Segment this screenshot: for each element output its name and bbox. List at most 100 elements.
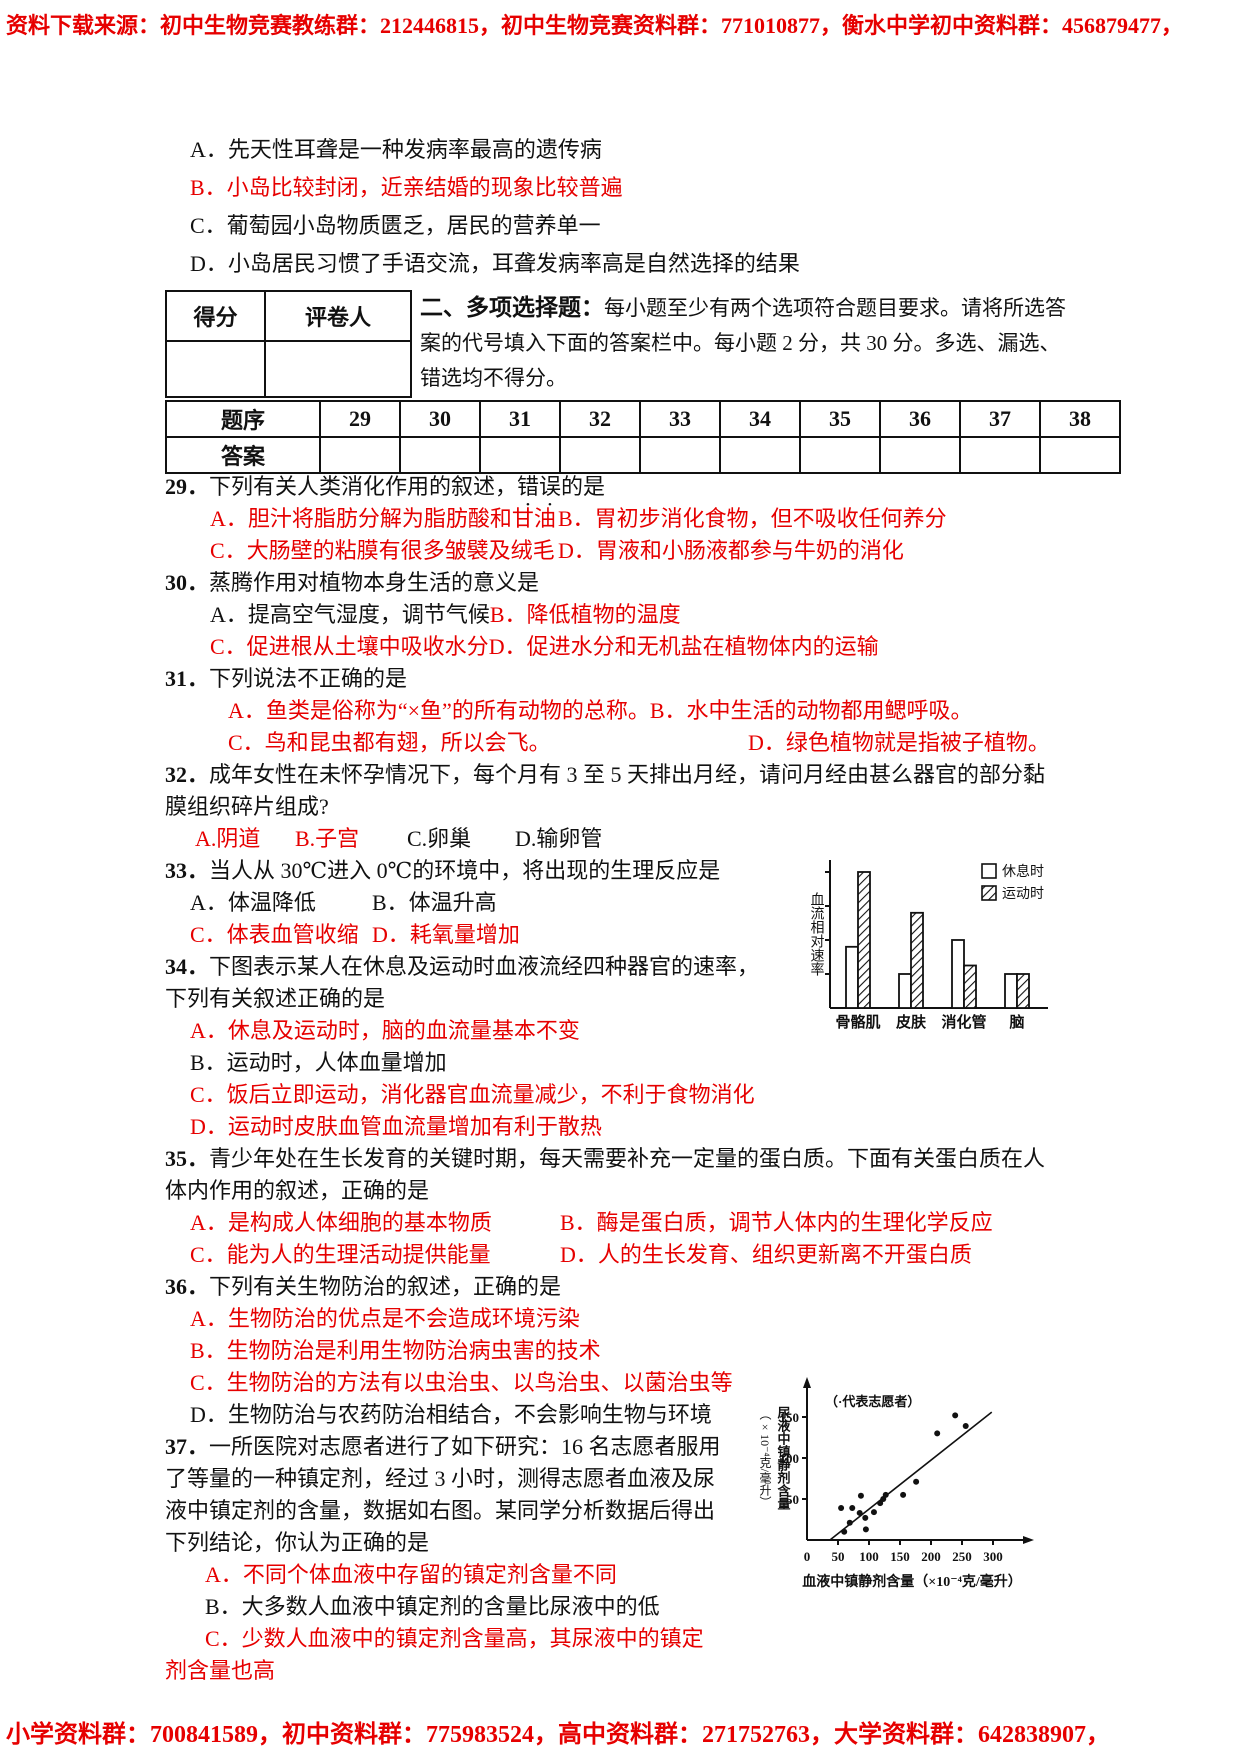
qnum-30: 30 [399,400,481,438]
q36-option-b: B．生物防治是利用生物防治病虫害的技术 [190,1338,601,1363]
q37-number: 37． [165,1434,210,1459]
bar-exercise [963,964,977,1009]
answer-cell[interactable] [959,436,1041,474]
q34-stem-line1: 34．下图表示某人在休息及运动时血液流经四种器官的速率， [165,953,759,981]
q30-option-a: A．提高空气湿度，调节气候 [210,602,490,627]
answer-cell[interactable] [719,436,801,474]
q33-options-cd: C．体表血管收缩 D．耗氧量增加 [190,921,520,949]
q35-stem-text1: 青少年处在生长发育的关键时期，每天需要补充一定量的蛋白质。下面有关蛋白质在人 [209,1146,1046,1171]
q35-option-c: C．能为人的生理活动提供能量 [190,1242,491,1267]
bar-category-label: 脑 [1009,1013,1024,1031]
section2-intro: 二、多项选择题：每小题至少有两个选项符合题目要求。请将所选答 案的代号填入下面的… [420,290,1085,396]
answer-cell[interactable] [319,436,401,474]
svg-text:250: 250 [952,1549,972,1564]
scatter-point [952,1412,959,1419]
bar-rest [898,973,912,1009]
q32-number: 32． [165,762,210,787]
grader-cell[interactable] [264,340,412,398]
legend-rest-swatch [981,863,997,879]
answer-cell[interactable] [559,436,641,474]
svg-text:100: 100 [859,1549,879,1564]
qnum-34: 34 [719,400,801,438]
q32-option-b: B.子宫 [295,826,360,851]
scatter-points [838,1412,969,1535]
qnum-31: 31 [479,400,561,438]
svg-text:100: 100 [780,1451,800,1466]
legend-rest-label: 休息时 [1002,863,1044,880]
qnum-33: 33 [639,400,721,438]
q29-option-d: D．胃液和小肠液都参与牛奶的消化 [558,538,904,563]
q31-option-b: B．水中生活的动物都用鳃呼吸。 [649,698,973,723]
answer-cell[interactable] [639,436,721,474]
q31-stem: 31．下列说法不正确的是 [165,665,407,693]
qnum-38: 38 [1039,400,1121,438]
q36-stem: 36．下列有关生物防治的叙述，正确的是 [165,1273,561,1301]
q32-stem-line1: 32．成年女性在未怀孕情况下，每个月有 3 至 5 天排出月经，请问月经由甚么器… [165,761,1045,789]
bar-rest [1004,973,1018,1009]
scatter-point [870,1509,877,1516]
svg-text:0: 0 [804,1549,811,1564]
q31-option-d: D．绿色植物就是指被子植物。 [748,730,1050,755]
q29-options-ab: A．胆汁将脂肪分解为脂肪酸和甘油 B．胃初步消化食物，但不吸收任何养分 [210,505,947,533]
scatter-point [846,1519,853,1526]
q35-number: 35． [165,1146,210,1171]
q34-option-b: B．运动时，人体血量增加 [190,1050,447,1075]
q35-options-ab: A．是构成人体细胞的基本物质 B．酶是蛋白质，调节人体内的生理化学反应 [190,1209,993,1237]
qnum-37: 37 [959,400,1041,438]
q35-stem-line1: 35．青少年处在生长发育的关键时期，每天需要补充一定量的蛋白质。下面有关蛋白质在… [165,1145,1045,1173]
q30-stem-text: 蒸腾作用对植物本身生活的意义是 [209,570,540,595]
scatter-point [841,1528,848,1535]
scatter-point [877,1500,884,1507]
svg-text:150: 150 [890,1549,910,1564]
answer-table-header: 题序 [165,400,321,438]
scatter-point [849,1505,856,1512]
scatter-x-axis-label: 血液中镇静剂含量（×10⁻⁴克/毫升） [802,1573,1021,1590]
bar-exercise [910,911,924,1009]
q28-option-a: A．先天性耳聋是一种发病率最高的遗传病 [190,137,602,162]
q31-stem-text: 下列说法不正确的是 [209,666,408,691]
answer-table: 题序 29 30 31 32 33 34 35 36 37 38 答案 [165,400,1121,474]
q35-stem-line2: 体内作用的叙述，正确的是 [165,1178,430,1203]
q29-option-a: A．胆汁将脂肪分解为脂肪酸和甘油 [210,506,556,531]
section2-line1-text: 每小题至少有两个选项符合题目要求。请将所选答 [604,296,1066,320]
q35-option-a: A．是构成人体细胞的基本物质 [190,1210,492,1235]
score-cell[interactable] [165,340,266,398]
legend-exercise-label: 运动时 [1002,886,1044,902]
q37-stem-text1: 一所医院对志愿者进行了如下研究：16 名志愿者服用 [209,1434,721,1459]
scatter-point [934,1430,941,1437]
q33-stem: 33．当人从 30℃进入 0℃的环境中，将出现的生理反应是 [165,857,720,885]
q30-option-d: D．促进水分和无机盐在植物体内的运输 [488,634,879,659]
q30-option-b: B．降低植物的温度 [489,602,681,627]
answer-cell[interactable] [399,436,481,474]
q33-options-ab: A．体温降低 B．体温升高 [190,889,497,917]
scatter-point [856,1509,863,1516]
q33-option-b: B．体温升高 [372,890,497,915]
q34-option-c: C．饭后立即运动，消化器官血流量减少，不利于食物消化 [190,1082,755,1107]
qnum-29: 29 [319,400,401,438]
scatter-point [862,1514,869,1521]
q35-option-d: D．人的生长发育、组织更新离不开蛋白质 [560,1242,972,1267]
grader-label: 评卷人 [264,290,412,342]
answer-table-answer-row: 答案 [165,436,1121,474]
scatter-annotation: （·代表志愿者） [825,1394,920,1409]
q37-option-b: B．大多数人血液中镇定剂的含量比尿液中的低 [205,1594,660,1619]
section2-line2: 案的代号填入下面的答案栏中。每小题 2 分，共 30 分。多选、漏选、 [420,331,1061,355]
scatter-point [857,1492,864,1499]
q34-number: 34． [165,954,210,979]
q30-option-c: C．促进根从土壤中吸收水分 [210,634,489,659]
q34-option-a: A．休息及运动时，脑的血流量基本不变 [190,1018,580,1043]
q31-options-cd: C．鸟和昆虫都有翅，所以会飞。 D．绿色植物就是指被子植物。 [228,729,1050,757]
answer-cell[interactable] [479,436,561,474]
answer-cell[interactable] [1039,436,1121,474]
q36-option-d: D．生物防治与农药防治相结合，不会影响生物与环境 [190,1402,712,1427]
q29-option-b: B．胃初步消化食物，但不吸收任何养分 [558,506,947,531]
q33-option-a: A．体温降低 [190,890,316,915]
q29-option-c: C．大肠壁的粘膜有很多皱襞及绒毛 [210,538,555,563]
q35-option-b: B．酶是蛋白质，调节人体内的生理化学反应 [560,1210,993,1235]
answer-cell[interactable] [879,436,961,474]
q31-number: 31． [165,666,210,691]
answer-cell[interactable] [799,436,881,474]
q29-stem-suf: 的是 [561,474,606,499]
q28-option-b: B．小岛比较封闭，近亲结婚的现象比较普遍 [190,175,623,200]
